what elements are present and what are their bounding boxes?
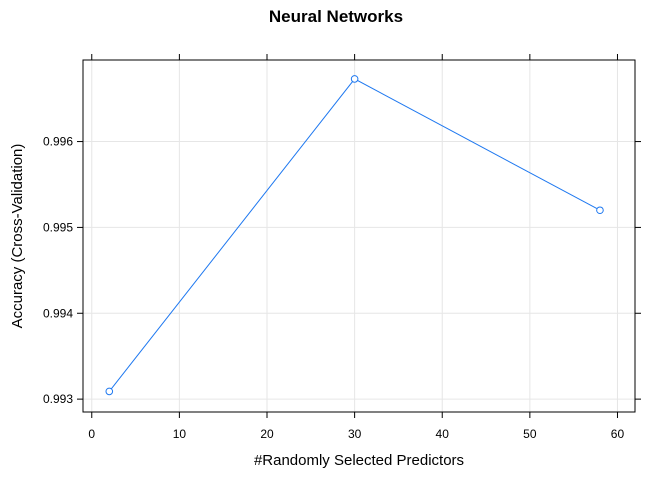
x-axis-label: #Randomly Selected Predictors	[254, 452, 464, 469]
x-tick-label: 0	[88, 427, 95, 441]
x-tick-label: 40	[436, 427, 450, 441]
y-axis-label: Accuracy (Cross-Validation)	[9, 144, 26, 329]
grid-lines	[83, 60, 635, 412]
y-tick-label: 0.993	[43, 392, 73, 406]
y-tick-label: 0.995	[43, 220, 73, 234]
x-tick-label: 10	[173, 427, 187, 441]
data-points	[105, 75, 604, 396]
plot-frame	[82, 59, 636, 413]
data-point	[350, 75, 359, 83]
tick-labels: 0 10 20 30 40 50 60 0.993 0.994 0.995 0.996	[43, 135, 625, 441]
x-tick-label: 50	[523, 427, 537, 441]
x-tick-label: 20	[260, 427, 274, 441]
data-point	[105, 387, 114, 396]
data-point	[596, 206, 604, 215]
x-tick-label: 60	[611, 427, 625, 441]
axis-ticks	[77, 54, 641, 418]
y-tick-label: 0.994	[43, 306, 73, 320]
x-tick-label: 30	[348, 427, 362, 441]
y-tick-label: 0.996	[43, 135, 73, 149]
chart-title: Neural Networks	[269, 7, 403, 26]
